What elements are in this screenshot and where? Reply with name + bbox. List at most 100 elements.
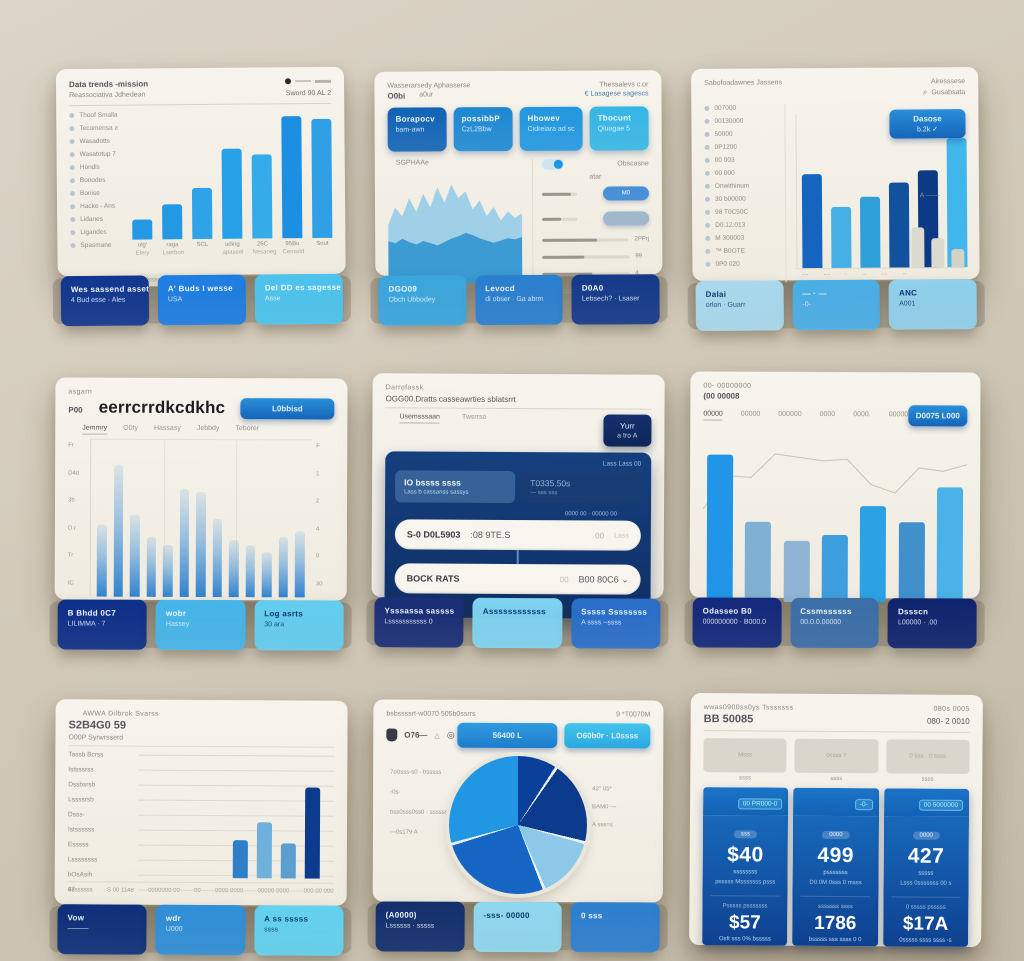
search-input-1[interactable]: S-0 D0L5903 :08 9TE.S 00 Lass — [394, 519, 641, 551]
button-sublabel: 4 Bud esse - Ales — [70, 296, 126, 305]
chart-action-button[interactable]: Dasose b.2k ✓ — [889, 109, 966, 139]
footer-button[interactable]: Del DD es sagesse Asse — [254, 273, 344, 325]
primary-button[interactable]: Yurr a tro A — [603, 414, 652, 447]
list-item[interactable]: Onwithinum — [704, 182, 781, 190]
list-item[interactable]: Ligandes — [70, 229, 118, 236]
footer-button[interactable]: Dalai orlon · Guarr — [695, 280, 784, 331]
tab-item[interactable]: 00000 — [888, 410, 909, 418]
list-item[interactable]: Bonise — [69, 190, 118, 197]
footer-button[interactable]: Odasseo B0 000000000 · B000.0 — [692, 597, 782, 648]
footer-button[interactable]: Vow ——— — [57, 904, 147, 955]
tab-item[interactable]: Twsrrso — [461, 413, 487, 421]
footer-button[interactable]: ANC A001 — [888, 279, 977, 330]
tab-item[interactable]: Jemmry — [82, 424, 108, 435]
primary-button[interactable]: D0075 L000 — [908, 405, 968, 427]
tab-item[interactable]: Hassasy — [153, 424, 181, 432]
list-item-label: 98 T0C50C — [715, 208, 749, 216]
list-item[interactable]: 50000 — [704, 130, 781, 138]
bar — [179, 488, 190, 597]
list-item-label: 0P0 020 — [715, 260, 740, 268]
footer-button[interactable]: Log asrts 30 ara — [254, 600, 344, 651]
action-button-2[interactable]: O60b0r · L0ssss — [564, 723, 651, 749]
row-line — [138, 754, 335, 757]
footer-button[interactable]: 0 sss — [570, 902, 660, 953]
footer-button[interactable]: Ysssassa sassss Lsssssssssss 0 — [374, 597, 464, 648]
tab-item[interactable]: Teborer — [235, 425, 260, 433]
tab-item[interactable]: Jebbdy — [196, 424, 220, 433]
list-item[interactable]: 00 000 — [704, 169, 781, 177]
pricing-pill[interactable]: sss — [734, 830, 758, 839]
card-subtitle: O00P Syrwrsserd — [68, 734, 335, 748]
slider-track[interactable] — [541, 217, 578, 221]
list-item[interactable]: Tecomensa actived — [69, 125, 117, 132]
slider-track[interactable] — [541, 192, 577, 196]
segment-tab[interactable]: T0335.50s — sss sss — [521, 471, 642, 504]
slider-pill-button[interactable]: M0 — [602, 186, 650, 201]
slider-pill-button[interactable] — [603, 211, 650, 226]
list-item[interactable]: 00 003 — [704, 156, 781, 164]
list-item[interactable]: 0P1200 — [704, 143, 781, 151]
list-item[interactable]: 0P0 020 — [705, 260, 781, 268]
tab-item[interactable]: Usemsssaan — [399, 413, 440, 424]
footer-button[interactable]: Dssscn L00000 · .00 — [887, 598, 977, 649]
tab-item[interactable]: 00000 — [740, 410, 761, 418]
list-item[interactable]: Thoof Smallabuty — [69, 112, 117, 119]
footer-button[interactable]: wobr Hassey — [155, 599, 246, 651]
footer-button[interactable]: D0A0 Lebsech? · Lsaser — [571, 274, 660, 325]
settings-panel: Obscasne atar M02PPrj994Prg — [531, 158, 650, 293]
eye-icon[interactable]: ◎ — [446, 729, 455, 740]
tab-item[interactable]: 0000. — [853, 410, 871, 418]
kpi-tile[interactable]: possibbP CzL2Bbw — [453, 107, 513, 152]
footer-button[interactable]: DGO09 Obch Ubbodey — [378, 275, 467, 326]
grey-tab[interactable]: Msss — [703, 738, 787, 773]
footer-button[interactable]: B Bhdd 0C7 LILIMMA · 7 — [57, 599, 148, 650]
toggle-switch[interactable] — [541, 158, 564, 170]
header-meta: Sword 90 AL 2 — [285, 89, 332, 98]
list-item[interactable]: ™ B0OTE — [705, 247, 781, 255]
slider-track[interactable] — [542, 254, 630, 259]
list-item[interactable]: 00130000 — [704, 117, 780, 125]
footer-button[interactable]: — · — -0- — [792, 279, 881, 331]
footer-button[interactable]: Assssssssssss — [472, 597, 563, 649]
footer-button[interactable]: Sssss Ssssssss A ssss ~ssss — [570, 598, 661, 649]
tab-item[interactable]: O0ty — [123, 424, 138, 432]
search-icon[interactable]: ⌕ — [922, 87, 928, 97]
list-item[interactable]: Bonodes — [69, 177, 118, 184]
footer-button[interactable]: (A0000) Lssssss · sssss — [375, 901, 465, 952]
list-item[interactable]: 007000 — [704, 104, 780, 112]
footer-button[interactable]: Wes sassend assets 4 Bud esse - Ales — [60, 275, 150, 327]
header-right-link[interactable]: € Lasagese sagescs — [584, 90, 649, 98]
list-item[interactable]: 30 b00000 — [704, 195, 781, 203]
list-item[interactable]: D0.12.013 — [705, 221, 781, 229]
footer-button[interactable]: wdr U000 — [155, 904, 246, 956]
pricing-pill[interactable]: 0000 — [912, 831, 940, 840]
primary-button[interactable]: L0bbisd — [240, 398, 335, 420]
footer-button[interactable]: -sss- 00000 — [473, 901, 563, 953]
grey-tab[interactable]: 0 5ss · 0 ssss — [885, 739, 970, 774]
list-item[interactable]: Wasadotts — [69, 138, 117, 145]
tab-item[interactable]: 0000 — [819, 410, 836, 418]
kpi-tile[interactable]: Hbowev Cidreiara ad sc — [519, 106, 583, 151]
tab-item[interactable]: 000000 — [778, 410, 802, 418]
list-item[interactable]: Lidanes — [70, 216, 118, 223]
slider-track[interactable] — [542, 237, 629, 242]
pricing-pill[interactable]: 0000 — [822, 830, 850, 840]
kpi-tile[interactable]: Borapocv bam-awn — [387, 107, 447, 152]
list-item[interactable]: Spasmane — [70, 242, 118, 249]
segment-tab-active[interactable]: IO bssss ssss Lass b cassanss sassys — [395, 470, 516, 503]
grey-tab[interactable]: 0csss 7 — [794, 738, 879, 774]
pagination-dots-icon[interactable] — [284, 78, 332, 85]
tab-item[interactable]: 00000 — [703, 410, 723, 421]
footer-button[interactable]: Cssmssssss 00.0.0.00000 — [790, 597, 880, 649]
list-item[interactable]: 98 T0C50C — [705, 208, 781, 216]
kpi-tile[interactable]: Tbocunt Qiuagae 5 — [589, 106, 649, 151]
footer-button[interactable]: A' Buds I wesse USA — [157, 274, 247, 326]
list-item[interactable]: Hacke - Ans — [70, 203, 118, 210]
footer-button[interactable]: Levocd di obser · Ga abrm — [475, 274, 564, 326]
list-item[interactable]: M 300003 — [705, 234, 781, 242]
list-item[interactable]: Hondis — [69, 164, 118, 171]
action-button-1[interactable]: 56400 L — [457, 722, 558, 749]
search-input-2[interactable]: BOCK RATS 00 B00 80C6 ⌄ — [394, 563, 641, 595]
list-item[interactable]: Wasatotup 7 — [69, 151, 118, 158]
footer-button[interactable]: A ss sssss ssss — [253, 905, 344, 956]
